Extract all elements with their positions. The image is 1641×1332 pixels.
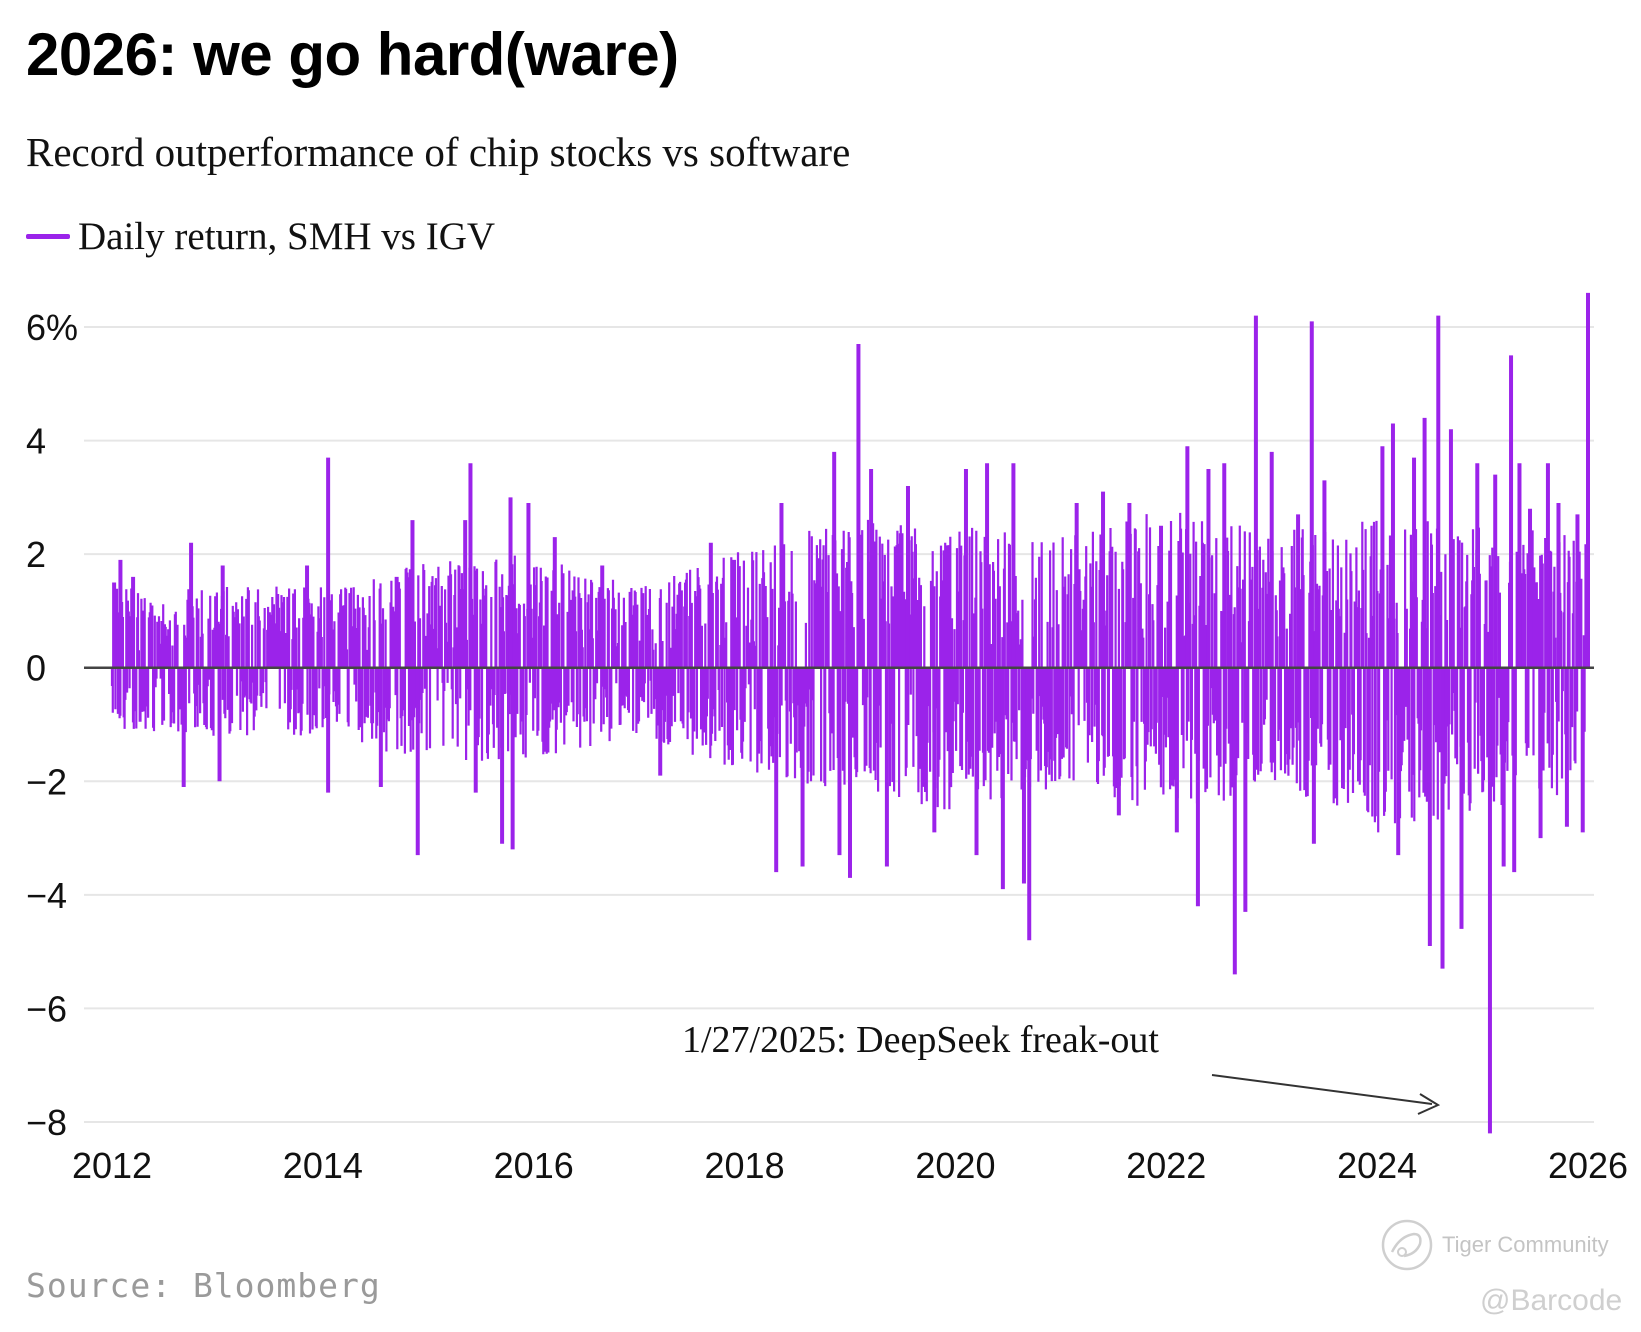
x-tick-label: 2016 xyxy=(494,1145,574,1186)
y-tick-label: −8 xyxy=(26,1102,67,1143)
y-tick-label: 2 xyxy=(26,534,46,575)
y-tick-label: 0 xyxy=(26,648,46,689)
brand-watermark: Tiger Community xyxy=(1380,1218,1609,1272)
annotation-arrowhead xyxy=(1417,1093,1441,1115)
handle-watermark: @Barcode xyxy=(1480,1284,1622,1318)
x-tick-label: 2020 xyxy=(915,1145,995,1186)
x-tick-label: 2024 xyxy=(1337,1145,1417,1186)
y-tick-label: −6 xyxy=(26,988,67,1029)
legend-swatch xyxy=(26,234,70,239)
x-tick-label: 2026 xyxy=(1548,1145,1628,1186)
tiger-logo-icon xyxy=(1381,1219,1433,1271)
x-tick-label: 2012 xyxy=(72,1145,152,1186)
y-tick-label: 6% xyxy=(26,307,78,348)
chart-subtitle: Record outperformance of chip stocks vs … xyxy=(26,129,851,175)
x-tick-label: 2014 xyxy=(283,1145,363,1186)
annotation-label: 1/27/2025: DeepSeek freak-out xyxy=(682,1019,1159,1061)
brand-watermark-text: Tiger Community xyxy=(1442,1232,1609,1257)
x-tick-label: 2022 xyxy=(1126,1145,1206,1186)
source-note: Source: Bloomberg xyxy=(26,1266,381,1305)
x-tick-label: 2018 xyxy=(705,1145,785,1186)
chart-title: 2026: we go hard(ware) xyxy=(26,21,679,88)
y-tick-label: 4 xyxy=(26,421,46,462)
daily-return-bars xyxy=(110,512,1590,833)
legend-label: Daily return, SMH vs IGV xyxy=(78,215,496,258)
annotation-arrow-line xyxy=(1211,1074,1433,1105)
handle-watermark-text: @Barcode xyxy=(1480,1284,1623,1317)
legend: Daily return, SMH vs IGV xyxy=(26,214,495,259)
y-tick-label: −2 xyxy=(26,761,67,802)
y-tick-label: −4 xyxy=(26,875,67,916)
